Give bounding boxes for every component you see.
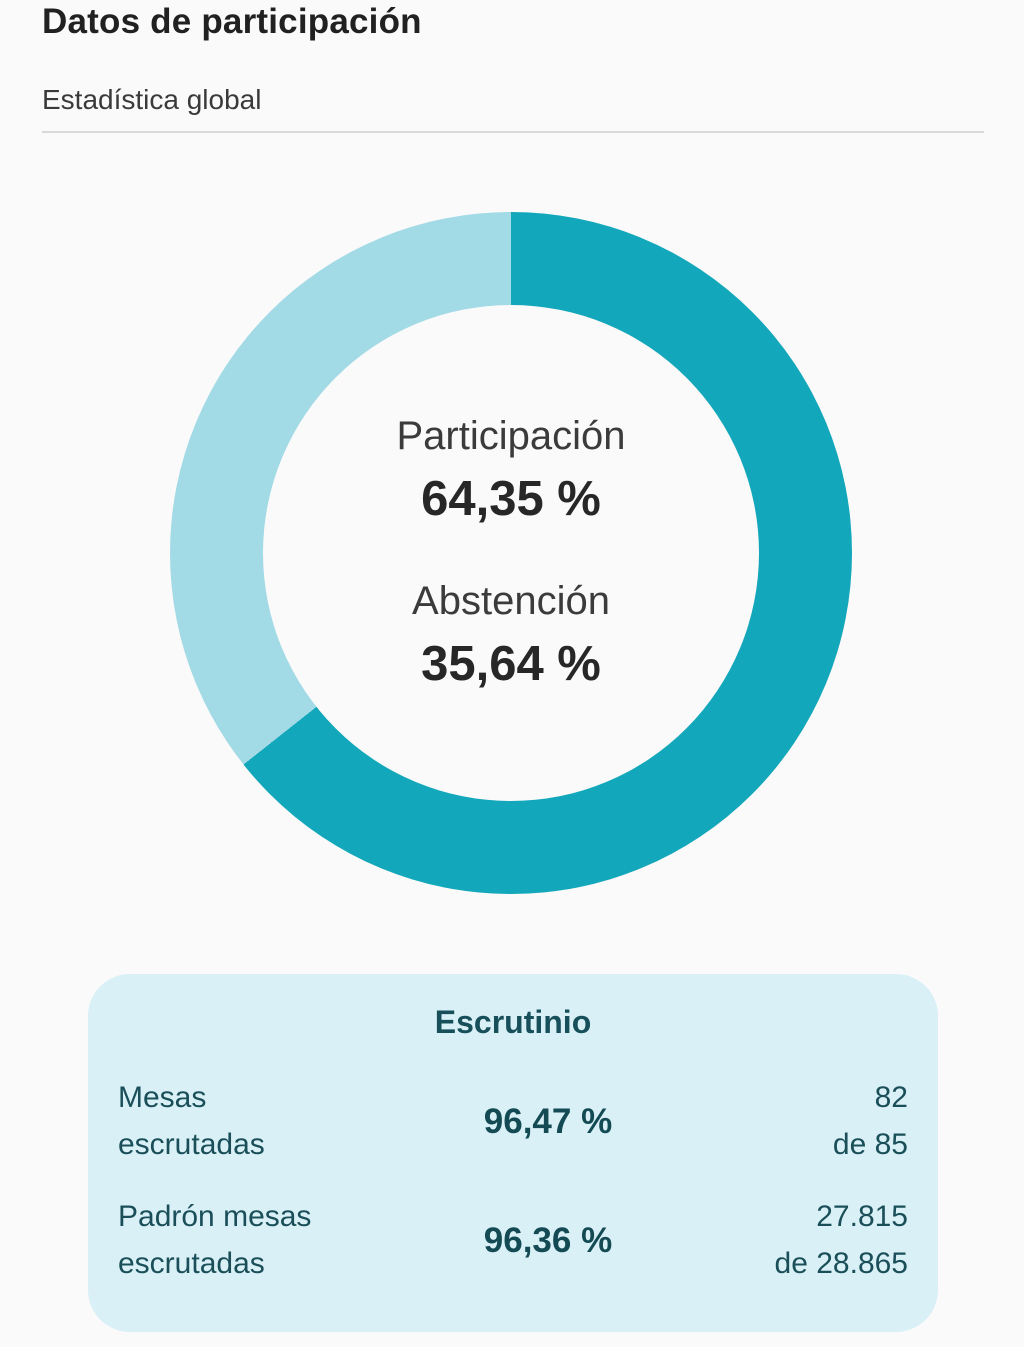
donut-center-text: Participación 64,35 % Abstención 35,64 % [170, 212, 852, 894]
donut-hole [263, 305, 759, 801]
abstention-label: Abstención [412, 579, 610, 623]
participation-label: Participación [396, 414, 626, 459]
escrutinio-title: Escrutinio [434, 1004, 592, 1040]
padron-mesas-count: 27.815 de 28.865 [774, 1200, 908, 1280]
abstention-group: Abstención 35,64 % [412, 577, 610, 694]
donut-chart: Participación 64,35 % Abstención 35,64 % [170, 212, 852, 894]
page-title: Datos de participación [42, 2, 422, 41]
mesas-escrutadas-percent: 96,47 % [483, 1101, 613, 1141]
table-row: Padrón mesas escrutadas 96,36 % 27.815 d… [118, 1188, 908, 1293]
padron-mesas-label: Padrón mesas escrutadas [118, 1200, 312, 1280]
abstention-value: 35,64 % [421, 637, 601, 691]
escrutinio-card: Escrutinio Mesas escrutadas 96,47 % 82 d… [88, 974, 938, 1332]
page-subtitle: Estadística global [42, 84, 262, 115]
section-divider [42, 131, 984, 133]
mesas-escrutadas-label: Mesas escrutadas [118, 1081, 265, 1161]
padron-mesas-percent: 96,36 % [483, 1220, 613, 1260]
participation-group: Participación 64,35 % [396, 412, 625, 529]
participation-value: 64,35 % [421, 472, 601, 527]
table-row: Mesas escrutadas 96,47 % 82 de 85 [118, 1069, 908, 1174]
mesas-escrutadas-count: 82 de 85 [832, 1081, 908, 1161]
